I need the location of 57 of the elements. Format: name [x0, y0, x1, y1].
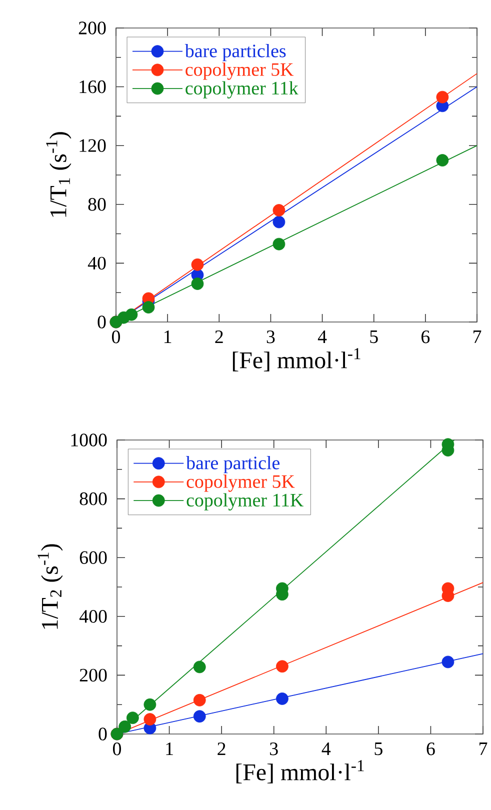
- x-tick-label: 4: [318, 330, 327, 343]
- legend-label: bare particle: [186, 456, 280, 474]
- point: [272, 238, 286, 250]
- point: [142, 301, 155, 314]
- point: [118, 720, 132, 733]
- y-axis-title: 1/T$_{1}$ (s$^{-1}$): [46, 132, 72, 217]
- x-tick-label: 1: [164, 330, 172, 344]
- y-tick-label: 200: [78, 22, 106, 34]
- x-axis-title: [Fe] mmol·l$^{-1}$: [236, 760, 364, 784]
- y-tick-label: 800: [80, 492, 107, 506]
- legend-label: copolymer 5K: [186, 62, 294, 80]
- x-tick-label: 2: [218, 742, 226, 756]
- y-tick-label: 400: [79, 610, 107, 623]
- point: [191, 278, 204, 290]
- x-tick-label: 5: [374, 742, 382, 756]
- x-tick-label: 3: [266, 330, 275, 344]
- legend-label: bare particles: [184, 44, 286, 62]
- point: [126, 712, 139, 724]
- point: [442, 656, 454, 668]
- point: [436, 90, 449, 104]
- point: [144, 713, 156, 726]
- point: [276, 660, 288, 673]
- x-tick-label: 5: [370, 330, 378, 344]
- point: [193, 694, 206, 706]
- y-tick-label: 600: [80, 551, 107, 564]
- x-tick-label: 3: [270, 742, 278, 756]
- point: [144, 698, 156, 711]
- legend-label: copolymer 11K: [186, 493, 304, 510]
- x-tick-label: 7: [480, 742, 488, 755]
- point: [191, 258, 204, 271]
- point: [272, 216, 286, 228]
- x-axis-title: [Fe] mmol·l$^{-1}$: [232, 348, 360, 372]
- x-tick-label: 2: [215, 330, 223, 344]
- y-tick-label: 1000: [71, 434, 107, 446]
- point: [276, 692, 288, 705]
- y-tick-label: 120: [80, 139, 106, 152]
- point: [193, 710, 206, 723]
- x-tick-label: 0: [112, 742, 121, 756]
- y-tick-label: 200: [80, 668, 107, 682]
- point: [125, 308, 138, 321]
- x-tick-label: 6: [426, 742, 435, 756]
- point: [193, 660, 206, 674]
- y-tick-label: 40: [88, 256, 106, 270]
- y-tick-label: 0: [98, 728, 107, 740]
- y-tick-label: 160: [80, 80, 106, 94]
- y-axis-title: 1/T$_{2}$ (s$^{-1}$): [38, 544, 63, 629]
- x-tick-label: 7: [474, 330, 482, 343]
- point: [272, 204, 286, 216]
- legend-label: copolymer 11k: [186, 81, 298, 98]
- point: [436, 154, 449, 166]
- x-tick-label: 4: [322, 742, 331, 755]
- y-tick-label: 80: [88, 198, 106, 211]
- x-tick-label: 0: [112, 330, 120, 344]
- x-tick-label: 6: [421, 330, 430, 344]
- y-tick-label: 0: [98, 316, 106, 328]
- x-tick-label: 1: [166, 742, 173, 756]
- legend-label: copolymer 5K: [186, 474, 295, 492]
